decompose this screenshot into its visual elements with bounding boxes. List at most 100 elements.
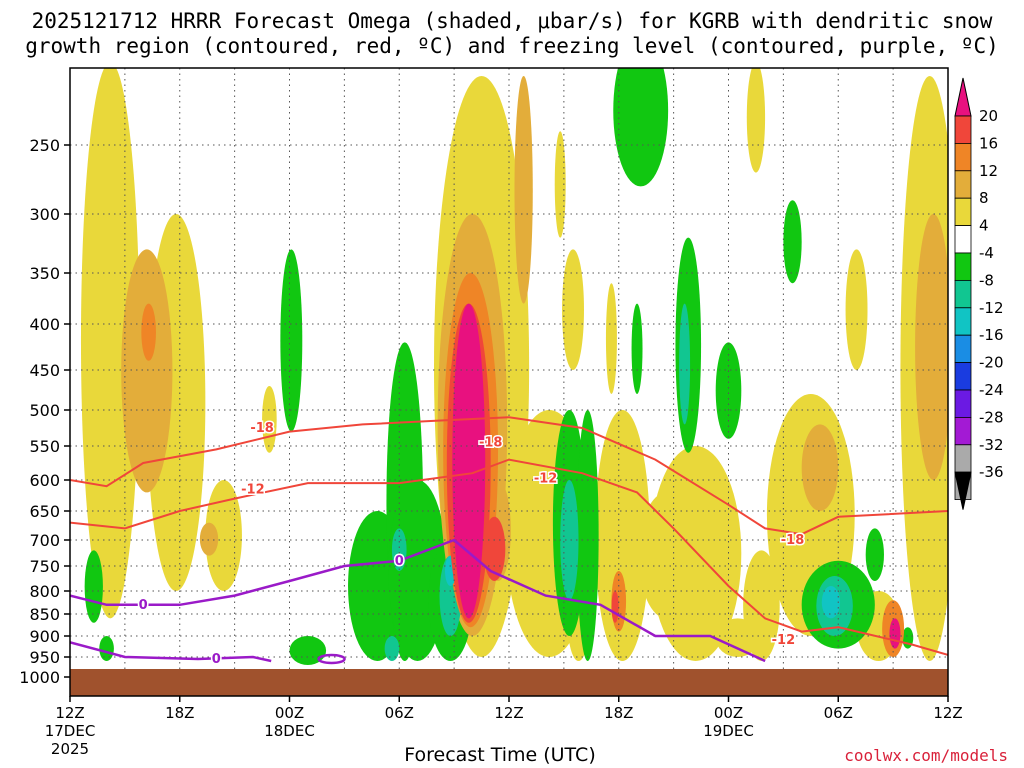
- x-tick-label-2: 00Z: [275, 704, 304, 722]
- omega-cell-31: [613, 68, 669, 187]
- omega-cell-37: [783, 200, 802, 284]
- colorbar-swatch-10: [954, 389, 972, 418]
- colorbar-label-6: -8: [979, 271, 994, 289]
- colorbar-swatch-5: [954, 252, 972, 281]
- colorbar-label-5: -4: [979, 244, 994, 262]
- y-tick-label-950: 950: [29, 648, 60, 667]
- omega-cell-51: [141, 303, 156, 361]
- colorbar-swatch-9: [954, 362, 972, 391]
- omega-cell-60: [452, 303, 486, 619]
- colorbar-swatch-8: [954, 334, 972, 364]
- x-axis-label: Forecast Time (UTC): [404, 744, 596, 766]
- omega-cell-22: [280, 249, 303, 432]
- omega-cell-9: [594, 410, 650, 661]
- purple-contour-label: 0: [395, 554, 404, 569]
- colorbar-label-4: 4: [979, 217, 989, 235]
- colorbar-swatch-0: [954, 115, 972, 144]
- x-tick-date-2: 18DEC: [264, 722, 315, 740]
- y-tick-label-300: 300: [29, 205, 60, 224]
- contours: [70, 416, 948, 665]
- omega-cell-61: [889, 618, 901, 649]
- chart-title-line1: 2025121712 HRRR Forecast Omega (shaded, …: [31, 9, 993, 33]
- colorbar-label-0: 20: [979, 107, 998, 125]
- omega-cell-35: [865, 528, 884, 581]
- omega-cell-3: [262, 386, 277, 453]
- y-axis: 250 300 350 400 450 500 550 600 650 700 750 800 850 9…: [19, 136, 70, 687]
- y-tick-label-1000: 1000: [19, 668, 60, 687]
- omega-cell-42: [514, 76, 533, 304]
- contour-labels: -18 -18 -18 -12 -12 -12 0 0 0: [137, 420, 806, 669]
- red-contour-label: -18: [781, 533, 805, 548]
- colorbar-swatch-12: [954, 444, 972, 473]
- omega-cell-47: [384, 636, 400, 661]
- y-tick-label-350: 350: [29, 264, 60, 283]
- x-tick-label-7: 06Z: [824, 704, 853, 722]
- red-contour-label: -18: [250, 421, 274, 436]
- red-contour--18: [70, 416, 948, 536]
- colorbar: 20 16 12 8 4 -4 -8 -12 -16 -20 -24 -28 -32 -36: [954, 77, 1004, 510]
- red-contour-label: -12: [772, 633, 796, 648]
- y-tick-label-900: 900: [29, 627, 60, 646]
- omega-cell-58: [483, 516, 506, 582]
- y-tick-label-450: 450: [29, 361, 60, 380]
- colorbar-swatch-2: [954, 170, 972, 199]
- y-tick-label-850: 850: [29, 605, 60, 624]
- colorbar-swatch-11: [954, 416, 972, 446]
- x-tick-label-1: 18Z: [165, 704, 194, 722]
- colorbar-swatch-3: [954, 197, 972, 226]
- omega-cell-16: [845, 249, 868, 370]
- omega-cell-44: [915, 214, 948, 480]
- omega-shading: [80, 68, 948, 665]
- omega-cell-56: [821, 586, 841, 619]
- chart-title-line2: growth region (contoured, red, ºC) and f…: [25, 34, 999, 58]
- purple-contour-loop: [317, 653, 346, 665]
- y-tick-label-500: 500: [29, 401, 60, 420]
- y-tick-label-650: 650: [29, 502, 60, 521]
- colorbar-label-13: -36: [979, 463, 1004, 481]
- y-tick-label-550: 550: [29, 437, 60, 456]
- omega-cell-30: [631, 303, 643, 394]
- x-tick-label-5: 18Z: [604, 704, 633, 722]
- purple-contour-1: [70, 641, 272, 663]
- colorbar-label-9: -20: [979, 354, 1004, 372]
- red-contour-label: -12: [534, 472, 558, 487]
- colorbar-label-3: 8: [979, 189, 989, 207]
- y-tick-label-600: 600: [29, 471, 60, 490]
- omega-cell-19: [715, 618, 760, 657]
- purple-contour-label: 0: [139, 598, 148, 613]
- ground-terrain: [70, 669, 948, 696]
- omega-cell-33: [715, 342, 742, 439]
- y-tick-label-750: 750: [29, 557, 60, 576]
- colorbar-label-10: -24: [979, 381, 1004, 399]
- colorbar-label-12: -32: [979, 436, 1004, 454]
- colorbar-swatch-6: [954, 279, 972, 309]
- colorbar-swatch-1: [954, 142, 972, 172]
- credit-text[interactable]: coolwx.com/models: [844, 746, 1008, 765]
- omega-cell-59: [611, 591, 619, 623]
- omega-cell-21: [99, 636, 114, 661]
- y-tick-label-700: 700: [29, 531, 60, 550]
- red-contour-label: -18: [479, 435, 503, 450]
- omega-cell-38: [121, 249, 173, 493]
- omega-cell-7: [562, 249, 584, 370]
- omega-cell-29: [576, 410, 599, 661]
- x-tick-label-6: 00Z: [714, 704, 743, 722]
- x-tick-date-6: 19DEC: [703, 722, 754, 740]
- y-tick-label-250: 250: [29, 136, 60, 155]
- omega-cell-48: [560, 479, 579, 601]
- y-tick-label-400: 400: [29, 315, 60, 334]
- colorbar-label-7: -12: [979, 299, 1004, 317]
- x-tick-label-8: 12Z: [933, 704, 962, 722]
- omega-cell-13: [746, 68, 766, 173]
- omega-cell-10: [605, 283, 617, 394]
- x-tick-year-0: 2025: [51, 740, 89, 758]
- omega-cell-2: [205, 480, 242, 591]
- y-tick-label-800: 800: [29, 582, 60, 601]
- purple-contour-label: 0: [212, 652, 221, 667]
- colorbar-bottom-arrow: [954, 471, 972, 510]
- omega-cell-23: [289, 636, 327, 665]
- colorbar-top-arrow: [954, 77, 972, 117]
- colorbar-label-1: 16: [979, 134, 998, 152]
